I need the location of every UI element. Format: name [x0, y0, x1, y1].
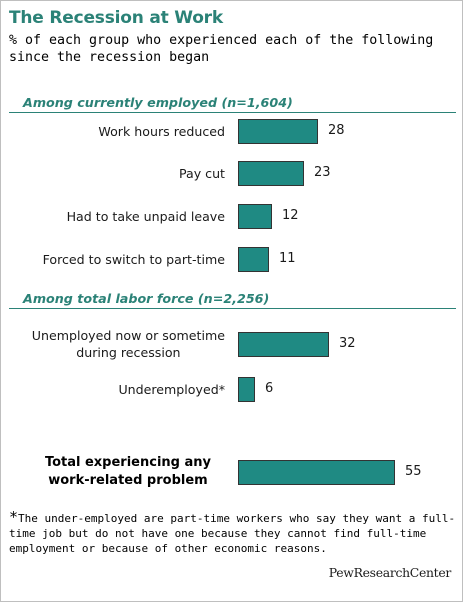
category-label-line: Forced to switch to part-time: [42, 251, 225, 267]
bar-value-label: 23: [314, 165, 331, 180]
category-label: Unemployed now or sometime during recessi…: [32, 327, 225, 361]
category-label-line: Work hours reduced: [98, 123, 225, 139]
category-label: Pay cut: [179, 165, 225, 182]
category-label: Underemployed*: [118, 381, 225, 398]
footnote: *The under-employed are part-time worker…: [9, 510, 457, 556]
bar-6: [238, 376, 255, 402]
bar-5: [238, 331, 329, 357]
category-label-line: Unemployed now or sometime: [31, 328, 225, 343]
section-underline-labor-force: [9, 308, 456, 309]
category-label: Forced to switch to part-time: [43, 251, 225, 268]
category-label: Had to take unpaid leave: [67, 208, 225, 225]
section-label-labor-force: Among total labor force (n=2,256): [23, 291, 270, 306]
bar-7: [238, 459, 395, 485]
category-label-line: Pay cut: [178, 165, 225, 181]
category-label-line: during recession: [76, 345, 181, 360]
category-label-line: Had to take unpaid leave: [66, 208, 225, 224]
category-label: Total experiencing any work-related probl…: [45, 454, 211, 490]
bar-3: [238, 203, 272, 229]
chart-subtitle: % of each group who experienced each of …: [9, 33, 434, 65]
bar-2: [238, 160, 304, 186]
footnote-text: The under-employed are part-time workers…: [9, 512, 456, 555]
bar-value-label: 32: [339, 336, 356, 351]
category-label-line: Total experiencing any: [44, 455, 211, 470]
bar-value-label: 28: [328, 123, 345, 138]
section-label-employed: Among currently employed (n=1,604): [23, 95, 293, 110]
bar-value-label: 55: [405, 464, 422, 479]
category-label-line: Underemployed*: [118, 381, 225, 397]
bar-1: [238, 118, 318, 144]
bar-value-label: 11: [279, 251, 296, 266]
bar-value-label: 12: [282, 208, 299, 223]
bar-value-label: 6: [265, 381, 274, 396]
footnote-star: *: [9, 508, 19, 526]
category-label-line: work-related problem: [48, 473, 208, 488]
bar-4: [238, 246, 269, 272]
chart-title: The Recession at Work: [9, 8, 223, 28]
source-credit: PewResearchCenter: [328, 565, 452, 580]
category-label: Work hours reduced: [98, 123, 225, 140]
section-underline-employed: [9, 112, 456, 113]
